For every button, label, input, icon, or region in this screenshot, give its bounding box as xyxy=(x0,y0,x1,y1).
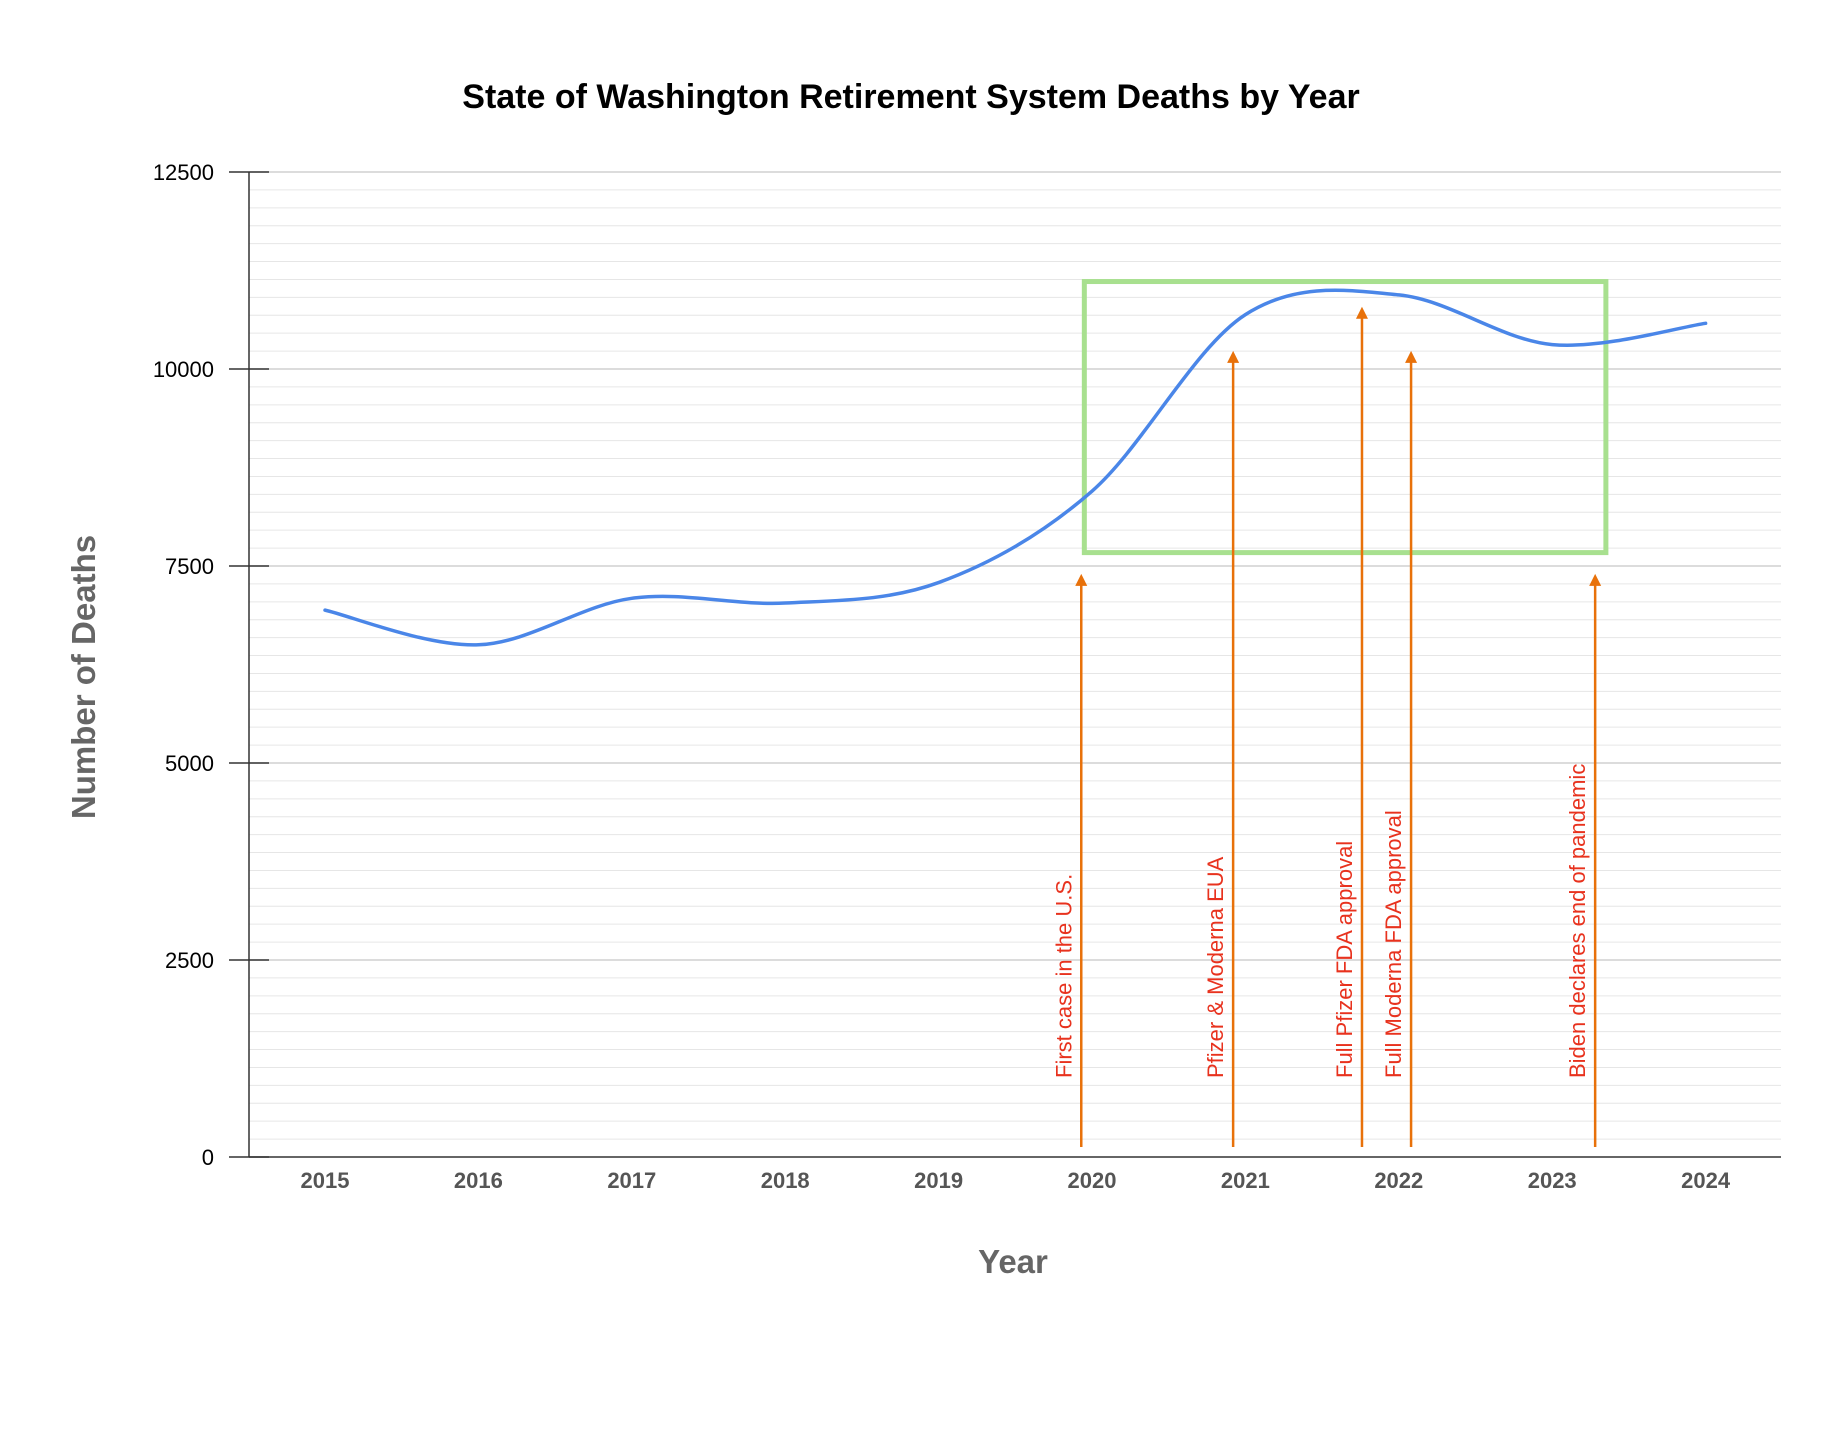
annotation: First case in the U.S. xyxy=(1051,573,1088,1147)
y-axis-title: Number of Deaths xyxy=(65,535,102,819)
annotations-layer: First case in the U.S. Pfizer & Moderna E… xyxy=(1051,306,1602,1147)
annotation: Biden declares end of pandemic xyxy=(1565,573,1602,1147)
x-tick-label: 2016 xyxy=(454,1168,503,1193)
annotation-label: Pfizer & Moderna EUA xyxy=(1203,856,1228,1078)
arrow-head-icon xyxy=(1589,573,1602,586)
x-tick-label: 2018 xyxy=(761,1168,810,1193)
arrow-head-icon xyxy=(1355,306,1368,319)
x-tick-label: 2023 xyxy=(1528,1168,1577,1193)
x-tick-label: 2017 xyxy=(607,1168,656,1193)
annotation-label: First case in the U.S. xyxy=(1051,874,1076,1078)
annotation: Full Pfizer FDA approval xyxy=(1332,306,1368,1147)
annotation-label: Biden declares end of pandemic xyxy=(1565,764,1590,1078)
x-tick-label: 2020 xyxy=(1068,1168,1117,1193)
x-tick-label: 2015 xyxy=(301,1168,350,1193)
annotation-label: Full Moderna FDA approval xyxy=(1381,810,1406,1078)
x-tick-label: 2019 xyxy=(914,1168,963,1193)
highlight-box-layer xyxy=(1081,279,1609,556)
arrow-head-icon xyxy=(1227,350,1240,363)
annotation: Full Moderna FDA approval xyxy=(1381,350,1418,1147)
annotation-label: Full Pfizer FDA approval xyxy=(1332,841,1357,1078)
grid-lines xyxy=(249,171,1781,1140)
x-axis-title: Year xyxy=(978,1243,1048,1280)
y-tick-label: 0 xyxy=(202,1145,214,1170)
x-tick-label: 2022 xyxy=(1374,1168,1423,1193)
series-line xyxy=(323,288,1708,647)
y-tick-label: 10000 xyxy=(153,357,214,382)
y-tick-label: 5000 xyxy=(165,751,214,776)
annotation: Pfizer & Moderna EUA xyxy=(1203,350,1240,1147)
x-tick-label: 2021 xyxy=(1221,1168,1270,1193)
series-layer xyxy=(323,288,1708,647)
axes: 0 2500 5000 7500 10000 12500 2015 2016 2017 2018 2… xyxy=(153,160,1781,1193)
y-tick-label: 2500 xyxy=(165,948,214,973)
y-tick-label: 7500 xyxy=(165,554,214,579)
y-tick-label: 12500 xyxy=(153,160,214,185)
chart-title: State of Washington Retirement System De… xyxy=(462,78,1359,116)
x-tick-label: 2024 xyxy=(1681,1168,1731,1193)
arrow-head-icon xyxy=(1075,573,1088,586)
highlight-box xyxy=(1081,279,1609,556)
arrow-head-icon xyxy=(1405,350,1418,363)
